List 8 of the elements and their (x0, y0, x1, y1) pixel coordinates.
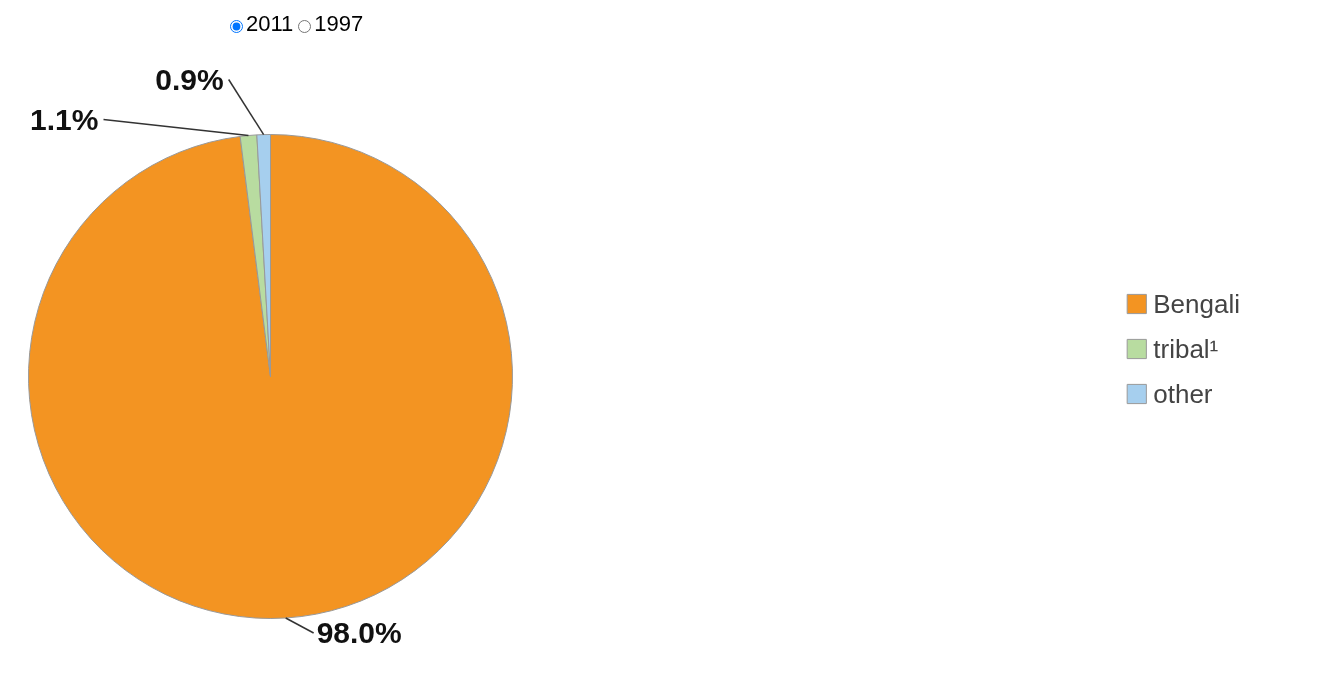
text: 2011 (246, 11, 294, 36)
legend-label: other (1153, 378, 1213, 410)
data-label: 0.9% (155, 63, 224, 97)
text: 1997 (314, 11, 364, 36)
legend-label: Bengali (1153, 288, 1240, 320)
legend-label: tribal¹ (1153, 333, 1219, 365)
data-label: 98.0% (316, 616, 402, 650)
data-label: 1.1% (30, 103, 99, 137)
